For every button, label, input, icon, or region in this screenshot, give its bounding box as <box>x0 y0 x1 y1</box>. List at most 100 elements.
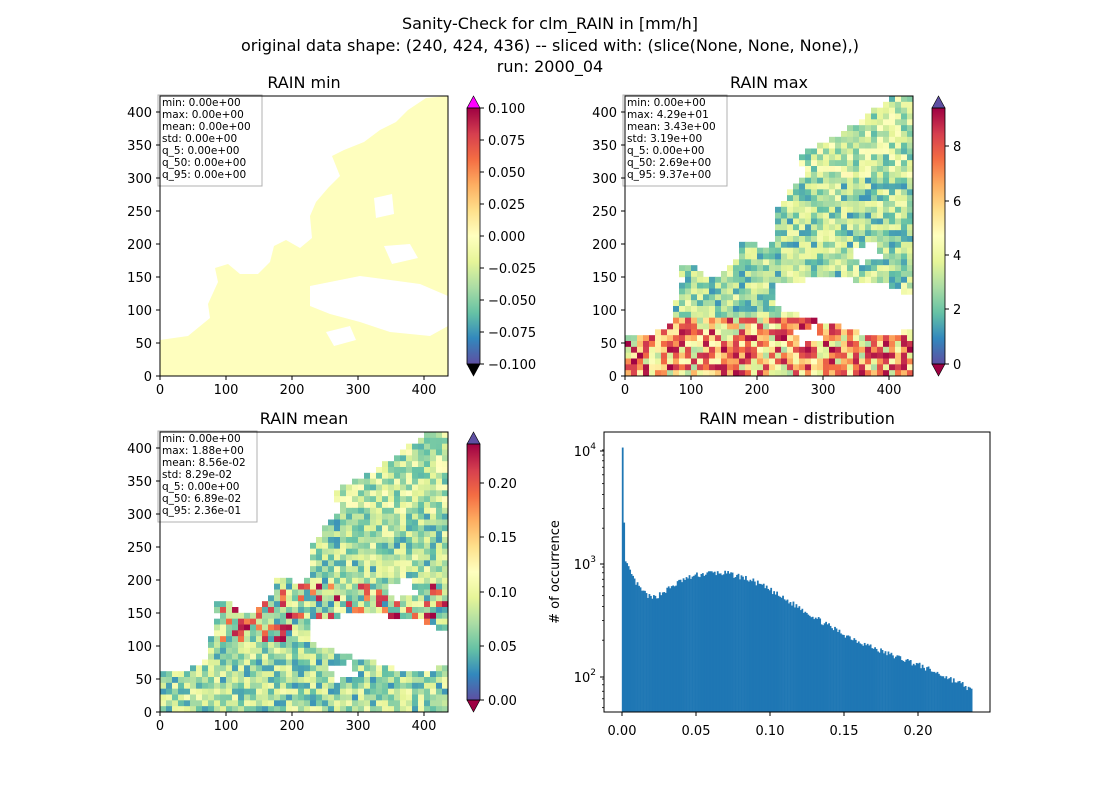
heatmap-cell <box>769 282 776 289</box>
heatmap-cell <box>865 218 872 225</box>
heatmap-cell <box>799 265 806 272</box>
heatmap-cell <box>358 688 365 695</box>
heatmap-cell <box>817 364 824 371</box>
histogram-bar <box>853 638 856 712</box>
heatmap-cell <box>829 189 836 196</box>
heatmap-cell <box>274 671 281 678</box>
heatmap-cell <box>889 370 896 376</box>
heatmap-cell <box>196 677 203 684</box>
heatmap-cell <box>877 341 884 348</box>
heatmap-cell <box>907 352 913 359</box>
heatmap-cell <box>859 189 866 196</box>
heatmap-cell <box>274 612 281 620</box>
heatmap-cell <box>424 548 431 555</box>
heatmap-cell <box>286 636 293 643</box>
heatmap-cell <box>268 677 275 684</box>
heatmap-cell <box>853 230 860 237</box>
heatmap-cell <box>871 195 878 202</box>
heatmap-cell <box>835 160 842 167</box>
heatmap-cell <box>274 636 281 643</box>
heatmap-cell <box>424 671 431 678</box>
heatmap-cell <box>637 341 644 348</box>
heatmap-cell <box>907 96 913 103</box>
heatmap-cell <box>691 300 698 307</box>
heatmap-cell <box>352 531 359 538</box>
histogram-bar <box>887 651 890 712</box>
heatmap-cell <box>841 136 848 144</box>
histogram-bar <box>822 625 825 712</box>
heatmap-cell <box>292 694 299 701</box>
heatmap-cell <box>859 125 866 132</box>
heatmap-cell <box>364 677 371 684</box>
heatmap-cell <box>214 671 221 678</box>
heatmap-cell <box>214 642 221 649</box>
heatmap-cell <box>895 224 902 231</box>
heatmap-cell <box>877 212 884 219</box>
heatmap-cell <box>775 346 782 354</box>
heatmap-cell <box>436 461 443 468</box>
heatmap-cell <box>757 329 764 336</box>
heatmap-cell <box>799 154 806 161</box>
heatmap-cell <box>316 612 323 620</box>
heatmap-cell <box>262 642 269 649</box>
heatmap-cell <box>817 154 824 161</box>
heatmap-cell <box>232 624 239 631</box>
heatmap-cell <box>238 612 245 620</box>
heatmap-cell <box>889 358 896 365</box>
histogram-bar <box>955 682 958 712</box>
histogram-bar <box>679 579 682 712</box>
heatmap-cell <box>436 572 443 579</box>
heatmap-cell <box>172 688 179 695</box>
heatmap-cell <box>775 265 782 272</box>
heatmap-cell <box>442 671 448 678</box>
heatmap-cell <box>382 537 389 544</box>
heatmap-cell <box>817 224 824 231</box>
heatmap-cell <box>316 682 323 690</box>
heatmap-cell <box>442 525 448 532</box>
heatmap-cell <box>625 364 632 371</box>
heatmap-cell <box>316 572 323 579</box>
histogram-bar <box>920 668 922 712</box>
heatmap-cell <box>883 131 890 138</box>
heatmap-cell <box>769 370 776 376</box>
heatmap-cell <box>250 630 257 637</box>
heatmap-cell <box>202 688 209 695</box>
heatmap-cell <box>865 171 872 179</box>
heatmap-cell <box>268 659 275 666</box>
heatmap-cell <box>847 341 854 348</box>
heatmap-cell <box>883 101 890 109</box>
histogram-bar <box>930 671 933 712</box>
heatmap-cell <box>871 364 878 371</box>
heatmap-cell <box>250 642 257 649</box>
heatmap-cell <box>376 601 383 608</box>
heatmap-cell <box>781 230 788 237</box>
heatmap-cell <box>376 472 383 480</box>
colorbar-under-arrow <box>466 363 481 377</box>
heatmap-cell <box>649 364 656 371</box>
heatmap-cell <box>310 548 317 555</box>
heatmap-cell <box>799 195 806 202</box>
heatmap-cell <box>847 224 854 231</box>
heatmap-cell <box>817 370 824 376</box>
heatmap-cell <box>835 329 842 336</box>
heatmap-cell <box>829 346 836 354</box>
colorbar-tick-label: 0.10 <box>488 586 517 601</box>
heatmap-cell <box>334 513 341 520</box>
histogram-bar <box>865 645 868 712</box>
heatmap-cell <box>292 677 299 684</box>
heatmap-cell <box>895 136 902 144</box>
heatmap-cell <box>316 688 323 695</box>
heatmap-cell <box>757 300 764 307</box>
heatmap-cell <box>406 595 413 602</box>
heatmap-cell <box>751 288 758 295</box>
heatmap-cell <box>238 694 245 701</box>
heatmap-cell <box>424 601 431 608</box>
heatmap-cell <box>805 271 812 278</box>
heatmap-cell <box>358 572 365 579</box>
heatmap-cell <box>769 247 776 254</box>
heatmap-cell <box>376 542 383 550</box>
heatmap-cell <box>751 317 758 324</box>
heatmap-cell <box>865 259 872 266</box>
heatmap-cell <box>352 572 359 579</box>
heatmap-cell <box>721 358 728 365</box>
